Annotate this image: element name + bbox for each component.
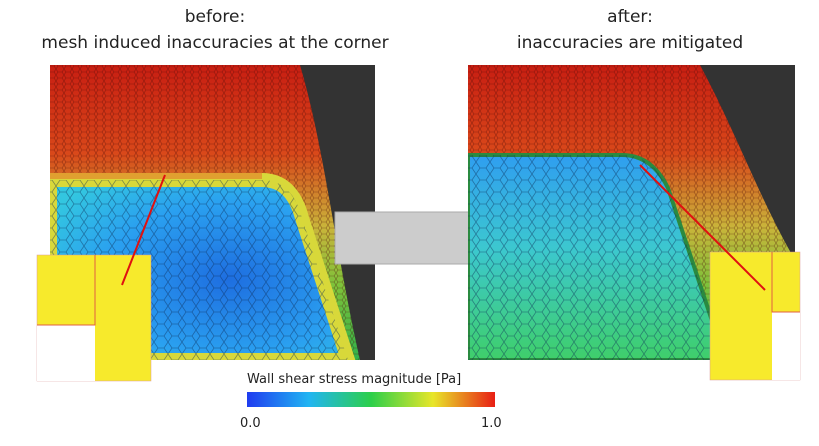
after-inset	[639, 164, 801, 381]
colorbar-min: 0.0	[240, 416, 261, 431]
colorbar	[247, 392, 495, 407]
colorbar-max: 1.0	[481, 416, 502, 431]
caption: mesh induced inaccuracies at the corner	[41, 33, 388, 53]
before-inset	[36, 174, 166, 382]
caption: before:	[185, 7, 245, 27]
caption: inaccuracies are mitigated	[517, 33, 743, 53]
colorbar-title: Wall shear stress magnitude [Pa]	[247, 372, 461, 387]
caption: after:	[607, 7, 653, 27]
